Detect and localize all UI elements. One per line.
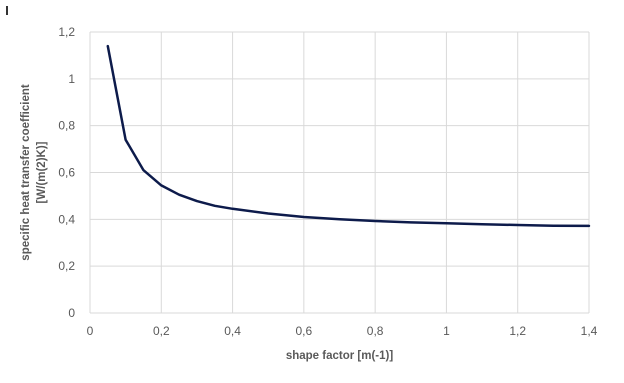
y-tick-label: 0,4	[58, 212, 75, 226]
x-tick-labels: 0 0,2 0,4 0,6 0,8 1 1,2 1,4	[87, 324, 598, 338]
y-tick-label: 1,2	[58, 25, 75, 39]
x-tick-label: 0,8	[367, 324, 384, 338]
y-axis-title-line1: specific heat transfer coefficient	[20, 84, 32, 261]
y-tick-label: 1	[68, 72, 75, 86]
series-line	[106, 44, 591, 228]
y-tick-labels: 0 0,2 0,4 0,6 0,8 1 1,2	[58, 25, 75, 320]
x-tick-label: 1,2	[509, 324, 526, 338]
x-tick-label: 1,4	[581, 324, 598, 338]
y-tick-label: 0,8	[58, 119, 75, 133]
y-tick-label: 0,6	[58, 166, 75, 180]
corner-mark	[6, 6, 8, 15]
x-tick-label: 0	[87, 324, 94, 338]
grid	[89, 31, 590, 314]
x-tick-label: 0,6	[296, 324, 313, 338]
y-axis-title-line2: [W/(m(2)K)]	[36, 141, 48, 203]
x-axis-title: shape factor [m(-1)]	[286, 350, 394, 362]
y-tick-label: 0,2	[58, 259, 75, 273]
series-group	[106, 44, 591, 228]
y-tick-label: 0	[68, 306, 75, 320]
x-tick-label: 1	[443, 324, 450, 338]
x-tick-label: 0,2	[153, 324, 170, 338]
x-tick-label: 0,4	[224, 324, 241, 338]
